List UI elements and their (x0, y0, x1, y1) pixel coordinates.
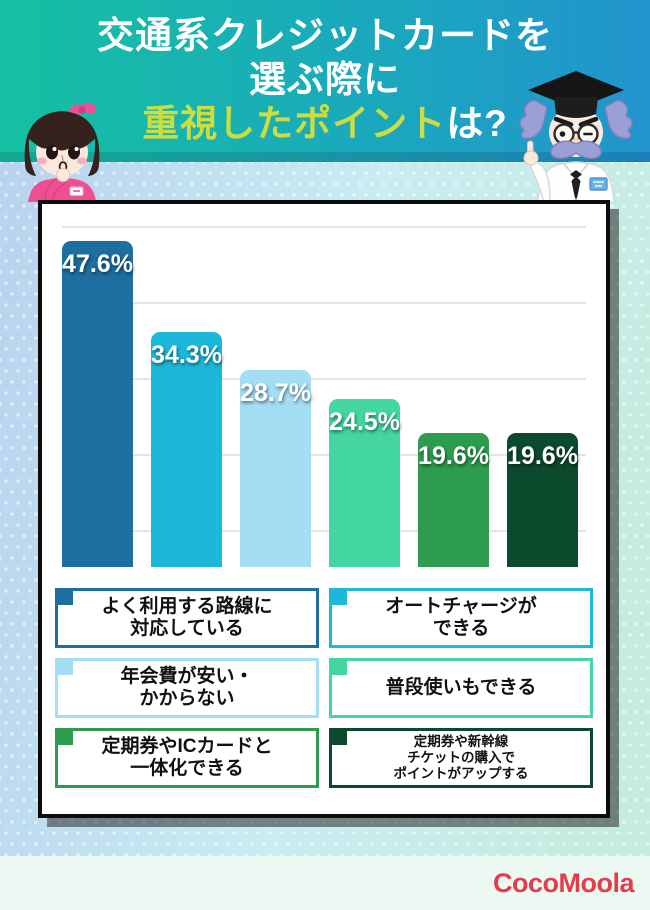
legend-color-chip (329, 658, 347, 675)
gridline (62, 302, 586, 304)
legend-item-6: 定期券や新幹線 チケットの購入で ポイントがアップする (329, 728, 593, 788)
legend-item-4: 普段使いもできる (329, 658, 593, 718)
cocomoola-logo: CocoMoola (493, 867, 635, 898)
title-line-2: 選ぶ際に (249, 59, 401, 100)
title-line-3: 重視したポイントは? (0, 102, 650, 146)
bar-3: 28.7% (240, 370, 311, 567)
legend-item-2: オートチャージが できる (329, 588, 593, 648)
bar-1: 47.6% (62, 241, 133, 567)
legend-item-label: 対応している (130, 618, 244, 639)
professor-character-icon (519, 71, 633, 203)
girl-character-icon (24, 102, 100, 202)
footer-bar: CocoMoola (0, 856, 650, 910)
bar-value-label: 19.6% (418, 442, 489, 470)
legend-item-label: 一体化できる (130, 758, 244, 779)
legend-item-label: 定期券や新幹線 (413, 733, 509, 749)
legend-item-label: チケットの購入で (407, 749, 515, 765)
chart-card: 47.6% 34.3% 28.7% 24.5% 19.6% 19.6% よく利用する路線に… (38, 200, 610, 818)
legend-color-chip (55, 728, 73, 745)
gridline (62, 378, 586, 380)
legend-color-chip (329, 728, 347, 745)
legend-item-label: オートチャージが (385, 596, 537, 618)
title-suffix: は? (446, 103, 508, 144)
bar-value-label: 28.7% (240, 379, 311, 407)
bar-value-label: 24.5% (329, 408, 400, 436)
legend-item-3: 年会費が安い・ かからない (55, 658, 319, 718)
legend-color-chip (55, 588, 73, 605)
legend-item-5: 定期券やICカードと 一体化できる (55, 728, 319, 788)
legend-item-label: 年会費が安い・ (120, 666, 254, 688)
legend-item-label: ポイントがアップする (393, 766, 529, 782)
title-line-1: 交通系クレジットカードを (97, 15, 553, 56)
legend-item-label: できる (432, 618, 490, 639)
gridline (62, 454, 586, 456)
header-bottom-strip (0, 152, 650, 162)
legend-color-chip (329, 588, 347, 605)
legend-item-label: かからない (139, 688, 235, 709)
page-title: 交通系クレジットカードを 選ぶ際に 重視したポイントは? (0, 14, 650, 146)
bar-2: 34.3% (151, 332, 222, 567)
title-highlight: 重視したポイント (142, 103, 447, 144)
bar-value-label: 34.3% (151, 341, 222, 369)
bar-5: 19.6% (418, 433, 489, 567)
legend-item-label: 定期券やICカードと (101, 736, 273, 758)
legend-item-1: よく利用する路線に 対応している (55, 588, 319, 648)
legend-item-label: よく利用する路線に (101, 596, 273, 618)
bar-value-label: 47.6% (62, 250, 133, 278)
gridline (62, 226, 586, 228)
chart-legend: よく利用する路線に 対応している オートチャージが できる 年会費が安い・ かからない 普段… (55, 588, 593, 788)
girl-character-illustration (16, 102, 108, 202)
professor-character-illustration (503, 70, 650, 203)
legend-color-chip (55, 658, 73, 675)
legend-item-label: 普段使いもできる (385, 677, 537, 699)
bar-4: 24.5% (329, 399, 400, 567)
bar-plot: 47.6% 34.3% 28.7% 24.5% 19.6% 19.6% (42, 204, 606, 567)
gridline (62, 530, 586, 532)
bar-value-label: 19.6% (507, 442, 578, 470)
bar-6: 19.6% (507, 433, 578, 567)
